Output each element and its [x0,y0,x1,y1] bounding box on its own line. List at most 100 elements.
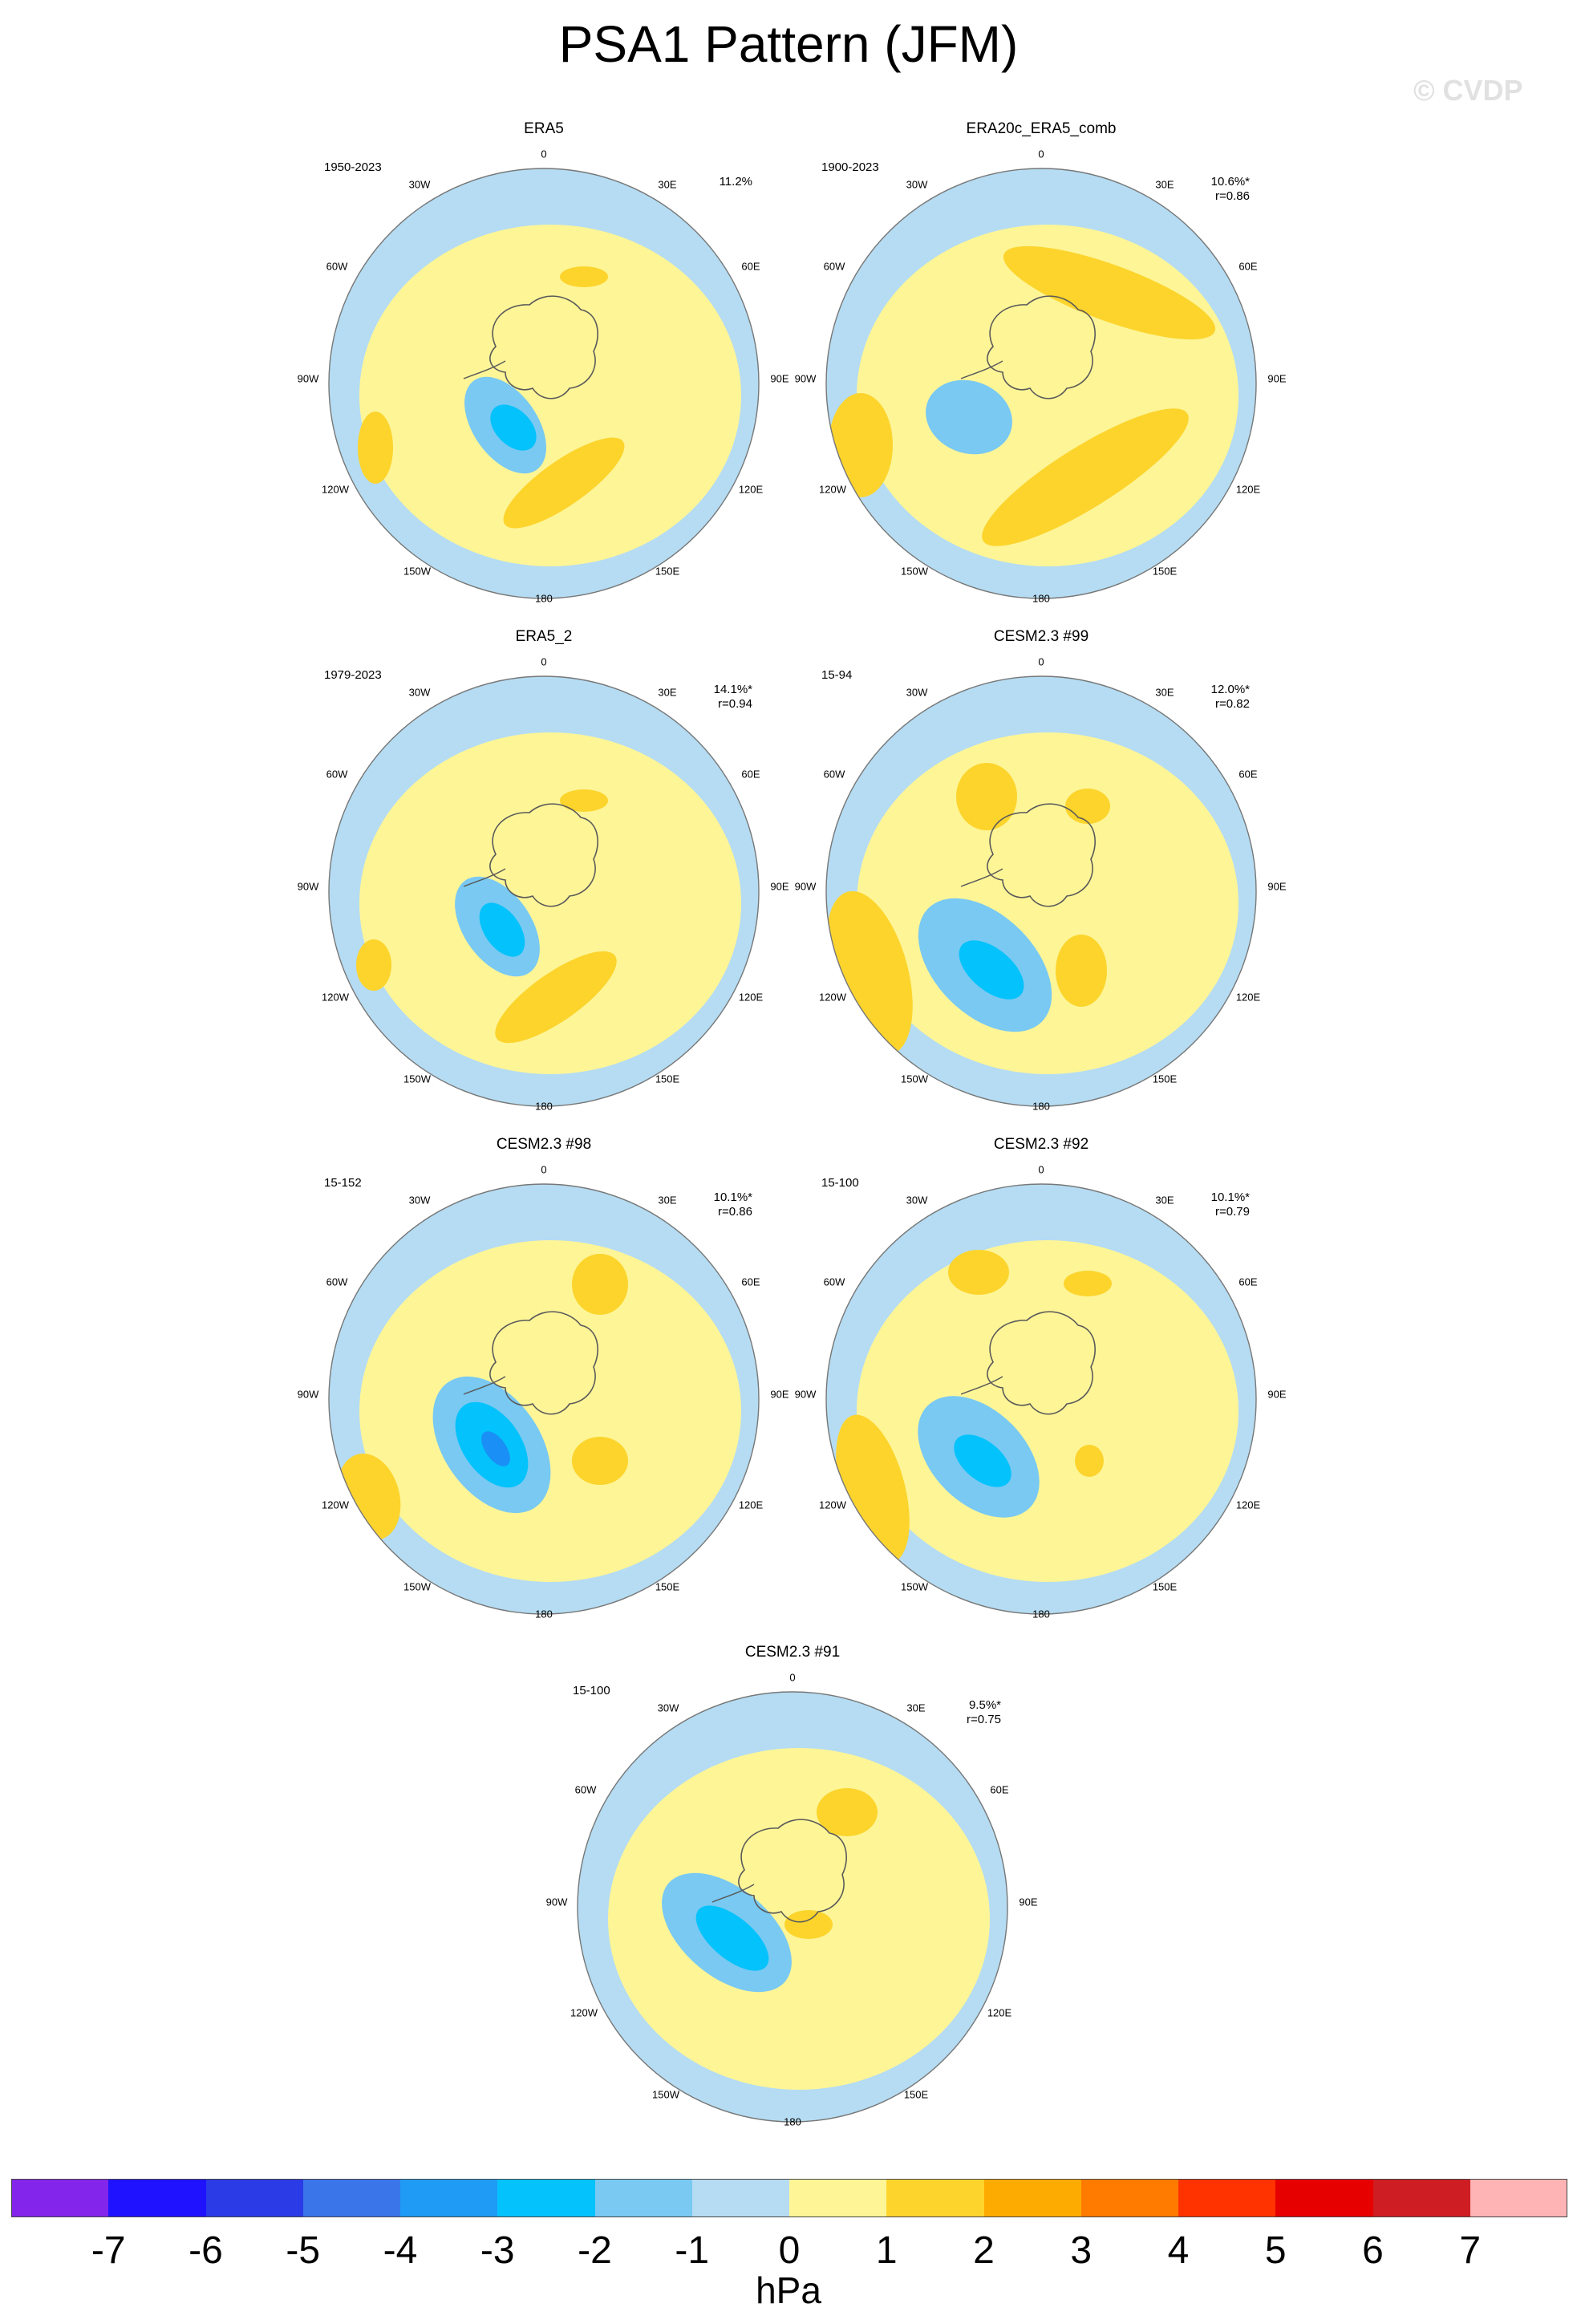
panel-years: 15-152 [324,1176,362,1190]
pos-blob [1056,935,1107,1007]
lon-label-lon150e: 150E [903,2088,929,2101]
pos-blob [358,412,393,484]
lon-label-lon180: 180 [535,1608,553,1620]
lon-label-lon180: 180 [535,592,553,605]
colorbar-tick-label: -1 [675,2229,710,2272]
lon-label-lat0: 0 [789,1671,796,1684]
lon-label-lon90w: 90W [794,880,817,893]
panel-cesm2-3-99: CESM2.3 #99 15-94 12.0%* r=0.82 0 30W 60W 90W 12… [793,628,1290,1142]
panel-stats: 9.5%* r=0.75 [937,1698,1001,1727]
colorbar-swatch [789,2179,887,2217]
antarctica-coastline [987,803,1096,907]
polar-map [328,675,760,1107]
panel-title: CESM2.3 #92 [993,1136,1089,1153]
panel-stats: 14.1%* r=0.94 [688,683,752,712]
neg-blob [954,1434,1011,1487]
colorbar-swatch [108,2179,206,2217]
antarctica-coastline [987,295,1096,400]
neg-blob [490,404,537,451]
lon-label-lon120e: 120E [738,483,764,496]
colorbar-tick-label: -6 [189,2229,223,2272]
lon-label-lon120e: 120E [738,1499,764,1511]
colorbar-unit: hPa [756,2269,821,2311]
peninsula-coastline [463,868,506,887]
lon-label-lon30e: 30E [906,1701,926,1714]
colorbar-tick-label: 1 [875,2229,898,2272]
colorbar-tick-label: 2 [973,2229,995,2272]
panel-title: CESM2.3 #91 [744,1644,841,1661]
lon-label-lon90e: 90E [770,372,789,385]
lon-label-lat0: 0 [1038,148,1044,160]
colorbar-tick-label: -2 [578,2229,612,2272]
lon-label-lon180: 180 [1032,592,1050,605]
lon-label-lon60e: 60E [741,260,760,273]
neg-blob [959,940,1024,1000]
lon-label-lon150e: 150E [1152,1580,1178,1593]
colorbar-swatch [691,2179,789,2217]
map-boundary [577,1691,1008,2123]
lon-label-lon60e: 60E [741,768,760,781]
peninsula-coastline [463,360,506,379]
peninsula-coastline [960,360,1003,379]
panel-years: 15-100 [821,1176,859,1190]
lon-label-lon120w: 120W [570,2006,598,2019]
panel-cesm2-3-98: CESM2.3 #98 15-152 10.1%* r=0.86 0 30W 60W 90W 1… [295,1136,793,1649]
pattern-correlation: r=0.75 [967,1713,1001,1726]
lon-label-lon90e: 90E [770,1388,789,1401]
lon-label-lon30e: 30E [1155,178,1174,191]
lon-label-lon150w: 150W [652,2088,679,2101]
lon-label-lon30w: 30W [906,1194,928,1207]
lon-label-lon120e: 120E [1235,991,1261,1004]
colorbar-tick-label: 6 [1362,2229,1384,2272]
panel-title: ERA5_2 [515,628,573,645]
pos-blob [572,1254,628,1315]
colorbar-tick-label: 4 [1167,2229,1190,2272]
lon-label-lon60w: 60W [326,1276,348,1288]
antarctica-coastline [489,1311,598,1415]
pattern-correlation: r=0.82 [1215,697,1250,711]
panel-era20c-era5-comb: ERA20c_ERA5_comb 1900-2023 10.6%* r=0.86 0 30… [793,120,1290,634]
lon-label-lon150w: 150W [901,1073,928,1085]
panel-years: 1900-2023 [821,160,879,174]
lon-label-lat0: 0 [541,655,547,668]
peninsula-coastline [711,1884,755,1903]
pos-blob [503,437,625,529]
lon-label-lon180: 180 [784,2115,801,2128]
map-boundary [328,1183,760,1615]
pos1-field [857,1240,1238,1582]
lon-label-lon60e: 60E [1238,260,1258,273]
map-boundary [825,675,1257,1107]
lon-label-lon150w: 150W [901,565,928,578]
lon-label-lon30e: 30E [658,1194,677,1207]
panel-years: 15-94 [821,668,853,682]
colorbar-swatch [497,2179,595,2217]
lon-label-lon90w: 90W [297,372,319,385]
peninsula-coastline [960,868,1003,887]
pos-blob [356,939,391,991]
pos-blob [1075,1445,1104,1477]
colorbar-swatch [886,2179,984,2217]
pos-blob [1065,789,1110,824]
pos-blob [560,789,608,812]
lon-label-lon150e: 150E [655,565,680,578]
pattern-correlation: r=0.79 [1215,1205,1250,1219]
polar-map [328,1183,760,1615]
colorbar-tick-label: -4 [383,2229,418,2272]
lon-label-lat0: 0 [1038,655,1044,668]
polar-map [825,675,1257,1107]
colorbar-tick-label: -3 [480,2229,515,2272]
pos-blob [572,1437,628,1485]
polar-map [825,1183,1257,1615]
lon-label-lon120e: 120E [987,2006,1012,2019]
variance-pct: 10.6%* [1210,175,1250,189]
lon-label-lon60w: 60W [326,768,348,781]
neg-blob [479,902,525,957]
colorbar-swatch [1372,2179,1470,2217]
lon-label-lon120e: 120E [738,991,764,1004]
antarctica-coastline [987,1311,1096,1415]
panel-years: 15-100 [573,1684,610,1697]
lon-label-lon90e: 90E [770,880,789,893]
colorbar-swatch [1275,2179,1373,2217]
colorbar-swatch [1178,2179,1276,2217]
lon-label-lon90w: 90W [794,1388,817,1401]
